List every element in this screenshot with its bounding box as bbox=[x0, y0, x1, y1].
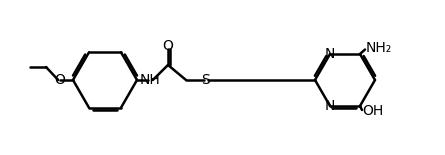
Text: O: O bbox=[162, 38, 174, 53]
Text: O: O bbox=[55, 73, 65, 87]
Text: N: N bbox=[325, 99, 335, 113]
Text: S: S bbox=[202, 73, 210, 87]
Text: NH₂: NH₂ bbox=[366, 41, 392, 55]
Text: NH: NH bbox=[140, 73, 160, 87]
Text: OH: OH bbox=[362, 104, 383, 118]
Text: N: N bbox=[325, 47, 335, 61]
